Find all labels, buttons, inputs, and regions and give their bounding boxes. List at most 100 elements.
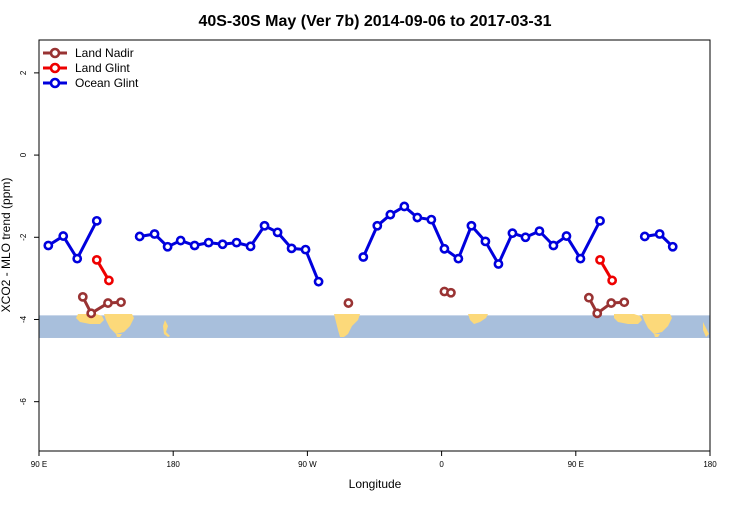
data-point-ocean-glint: [466, 220, 477, 231]
data-point-ocean-glint: [203, 237, 214, 248]
data-point-ocean-glint: [654, 229, 665, 239]
legend-entry-land-nadir: Land Nadir: [43, 46, 134, 60]
legend-swatch-marker: [49, 77, 61, 89]
x-axis-label: Longitude: [349, 477, 402, 491]
data-point-ocean-glint: [534, 226, 545, 237]
data-point-land-glint: [103, 275, 114, 286]
data-point-ocean-glint: [189, 240, 200, 251]
legend-label: Land Nadir: [75, 46, 134, 60]
x-tick-label: 90 W: [298, 460, 317, 469]
data-point-ocean-glint: [358, 252, 369, 262]
data-point-ocean-glint: [520, 232, 531, 243]
legend-swatch-marker: [49, 62, 61, 74]
series-ocean-glint: [43, 201, 678, 287]
data-point-ocean-glint: [162, 241, 173, 252]
land-tasmania-left: [116, 334, 122, 337]
data-point-ocean-glint: [399, 201, 410, 212]
data-point-ocean-glint: [639, 231, 650, 242]
data-point-ocean-glint: [91, 215, 102, 226]
x-tick-label: 90 E: [568, 460, 584, 469]
data-point-ocean-glint: [231, 237, 242, 248]
series-line-land-nadir: [81, 296, 122, 315]
y-tick-label: -2: [19, 233, 28, 241]
data-point-ocean-glint: [72, 253, 83, 264]
data-point-ocean-glint: [300, 244, 311, 255]
land-south-america: [334, 314, 360, 337]
x-axis-ticks: 90 E 180 90 W 0 90 E 180: [31, 451, 717, 469]
data-point-ocean-glint: [259, 220, 270, 231]
legend-entry-land-glint: Land Glint: [43, 61, 130, 75]
data-point-ocean-glint: [575, 253, 586, 264]
data-point-ocean-glint: [507, 228, 518, 239]
series-line-land-nadir: [587, 296, 625, 315]
data-point-ocean-glint: [385, 209, 396, 220]
data-point-land-nadir: [103, 298, 113, 308]
data-point-land-nadir: [606, 298, 617, 308]
land-shapes: [76, 314, 709, 337]
series-line-ocean-glint: [139, 224, 320, 283]
data-point-ocean-glint: [426, 214, 437, 225]
data-point-ocean-glint: [175, 235, 186, 246]
x-tick-label: 90 E: [31, 460, 47, 469]
data-point-ocean-glint: [149, 229, 160, 239]
series-line-ocean-glint: [47, 220, 99, 261]
land-new-zealand: [163, 320, 170, 337]
data-point-land-nadir: [446, 287, 456, 298]
data-point-ocean-glint: [412, 212, 423, 223]
data-point-land-nadir: [86, 308, 97, 319]
data-point-ocean-glint: [286, 243, 297, 254]
data-point-land-nadir: [619, 297, 630, 308]
legend-swatch-marker: [49, 47, 61, 59]
data-point-land-nadir: [343, 298, 354, 308]
data-point-ocean-glint: [272, 227, 283, 238]
data-point-ocean-glint: [58, 231, 69, 241]
data-point-ocean-glint: [595, 215, 605, 226]
data-point-ocean-glint: [245, 241, 256, 252]
data-point-ocean-glint: [439, 243, 450, 254]
land-australia-right: [642, 314, 672, 334]
data-point-ocean-glint: [217, 239, 228, 250]
y-tick-label: 2: [19, 70, 28, 75]
data-point-ocean-glint: [43, 240, 54, 251]
data-point-land-nadir: [583, 292, 594, 303]
land-australia-right: [614, 314, 642, 324]
x-tick-label: 180: [703, 460, 717, 469]
data-point-land-nadir: [592, 308, 603, 319]
data-point-ocean-glint: [548, 240, 559, 251]
y-tick-label: -6: [19, 398, 28, 406]
legend-entry-ocean-glint: Ocean Glint: [43, 76, 139, 90]
y-tick-label: -4: [19, 315, 28, 323]
map-band: [39, 314, 710, 338]
legend-label: Land Glint: [75, 61, 130, 75]
data-point-ocean-glint: [561, 231, 572, 241]
data-point-ocean-glint: [667, 241, 678, 252]
data-point-land-glint: [91, 254, 102, 265]
land-africa: [468, 314, 488, 324]
data-point-ocean-glint: [313, 276, 324, 287]
ocean-band: [39, 315, 710, 338]
plot-frame: [38, 39, 711, 452]
y-tick-label: 0: [19, 152, 28, 157]
x-tick-label: 180: [167, 460, 181, 469]
series-land-nadir: [77, 286, 630, 319]
data-point-land-glint: [607, 275, 618, 286]
data-point-ocean-glint: [480, 236, 491, 247]
series-land-glint: [91, 254, 618, 286]
chart-title: 40S-30S May (Ver 7b) 2014-09-06 to 2017-…: [198, 13, 551, 30]
data-point-ocean-glint: [372, 220, 383, 231]
series-layer: [43, 201, 678, 319]
land-australia-left: [76, 314, 104, 324]
y-axis-label: XCO2 - MLO trend (ppm): [0, 178, 13, 313]
data-point-land-nadir: [77, 291, 88, 302]
data-point-land-nadir: [116, 297, 126, 308]
data-point-ocean-glint: [493, 259, 504, 269]
land-new-zealand-edge: [703, 322, 709, 337]
y-axis-ticks: 2 0 -2 -4 -6: [19, 70, 39, 405]
x-tick-label: 0: [439, 460, 444, 469]
land-australia-left: [104, 314, 134, 334]
data-point-ocean-glint: [453, 253, 464, 264]
land-tasmania-right: [654, 334, 660, 337]
